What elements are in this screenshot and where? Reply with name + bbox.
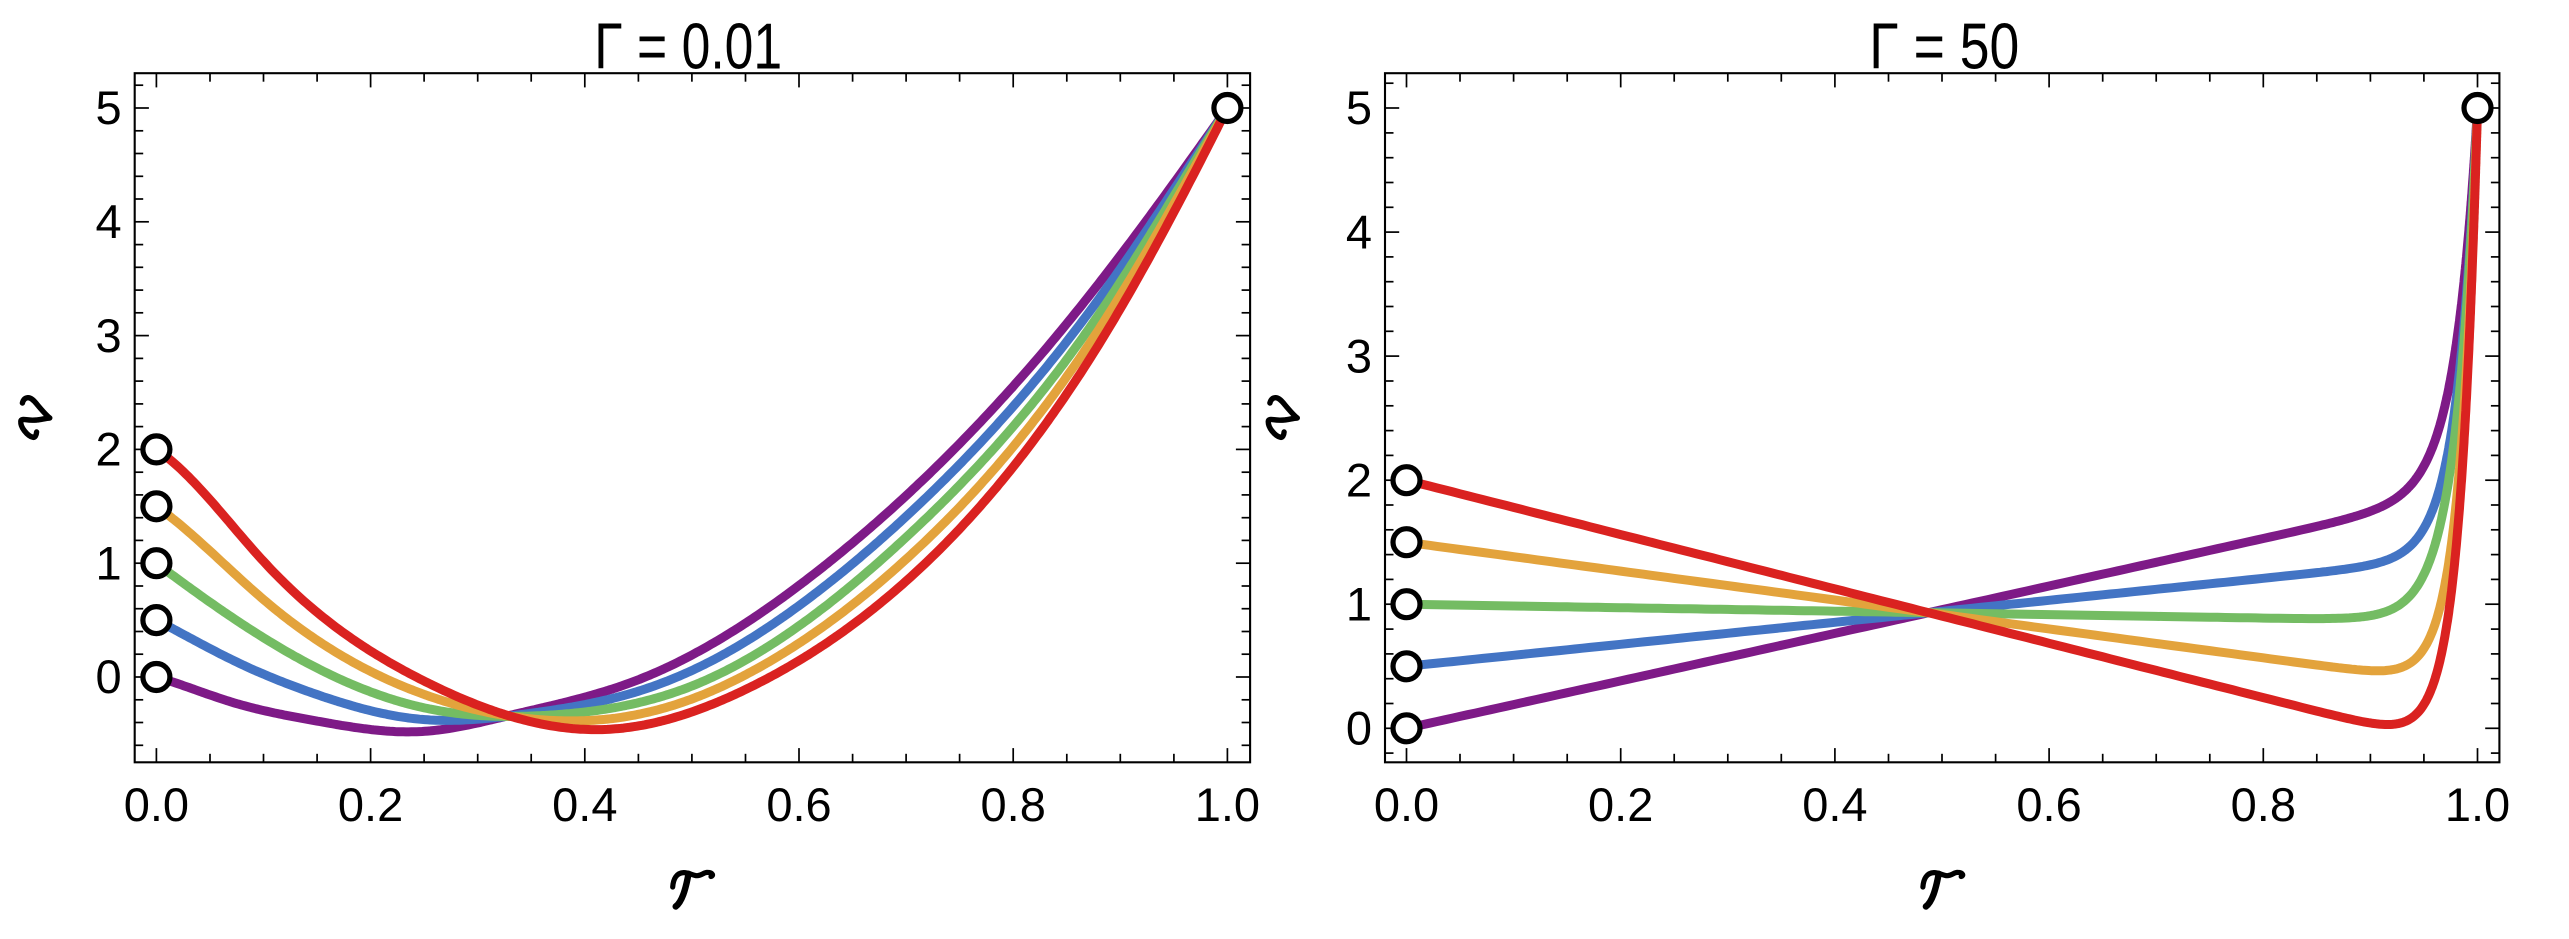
svg-text:0.8: 0.8 <box>981 778 1046 831</box>
svg-text:5: 5 <box>96 81 122 134</box>
svg-text:1.0: 1.0 <box>1195 778 1260 831</box>
svg-text:0.6: 0.6 <box>2016 778 2081 831</box>
svg-text:3: 3 <box>1346 329 1372 382</box>
svg-text:0.0: 0.0 <box>1374 778 1439 831</box>
svg-text:0.6: 0.6 <box>766 778 831 831</box>
svg-text:0.4: 0.4 <box>552 778 617 831</box>
svg-text:Γ = 50: Γ = 50 <box>1869 10 2019 83</box>
svg-text:0: 0 <box>96 650 122 703</box>
svg-text:2: 2 <box>1346 453 1372 506</box>
svg-text:0.4: 0.4 <box>1802 778 1867 831</box>
svg-text:0.8: 0.8 <box>2231 778 2296 831</box>
svg-text:0.2: 0.2 <box>1588 778 1653 831</box>
svg-text:2: 2 <box>96 423 122 476</box>
svg-text:4: 4 <box>96 195 122 248</box>
svg-text:1: 1 <box>96 536 122 589</box>
svg-text:1.0: 1.0 <box>2445 778 2510 831</box>
svg-text:1: 1 <box>1346 578 1372 631</box>
svg-text:0.2: 0.2 <box>338 778 403 831</box>
svg-text:5: 5 <box>1346 81 1372 134</box>
svg-text:0.0: 0.0 <box>124 778 189 831</box>
svg-text:3: 3 <box>96 309 122 362</box>
svg-text:4: 4 <box>1346 205 1372 258</box>
svg-text:0: 0 <box>1346 702 1372 755</box>
svg-text:Γ = 0.01: Γ = 0.01 <box>594 10 782 83</box>
